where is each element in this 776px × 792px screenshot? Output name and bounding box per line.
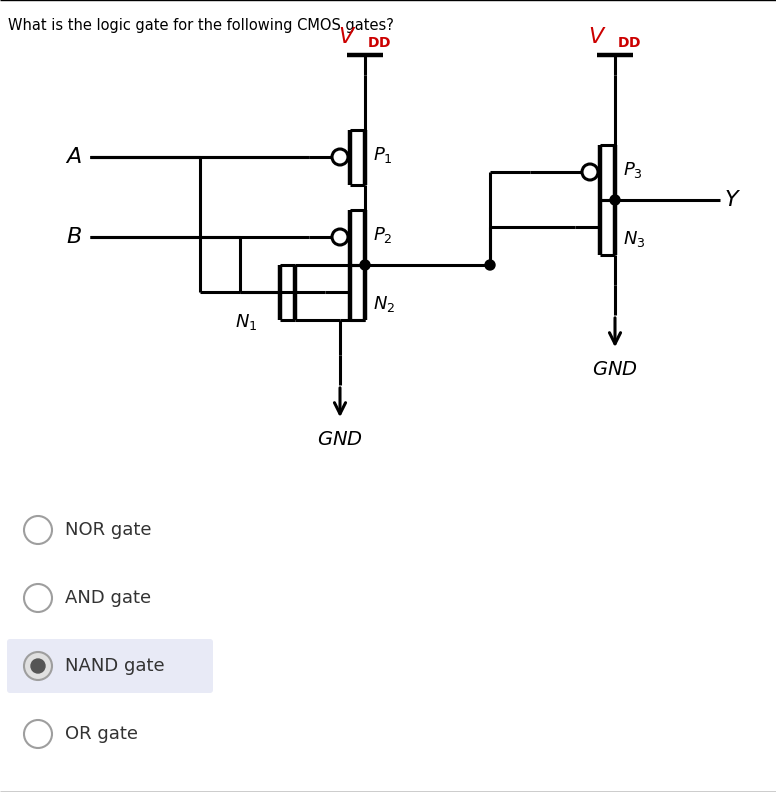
Text: $\mathbf{\it{P_3}}$: $\mathbf{\it{P_3}}$ xyxy=(623,160,643,180)
Text: $\mathbf{\it{N_2}}$: $\mathbf{\it{N_2}}$ xyxy=(373,294,395,314)
Circle shape xyxy=(485,260,495,270)
Text: $\mathbf{\it{Y}}$: $\mathbf{\it{Y}}$ xyxy=(724,190,741,210)
Text: $\mathbf{\it{B}}$: $\mathbf{\it{B}}$ xyxy=(66,227,82,247)
Text: $\mathbf{\it{N_3}}$: $\mathbf{\it{N_3}}$ xyxy=(623,229,646,249)
Text: OR gate: OR gate xyxy=(65,725,138,743)
Text: AND gate: AND gate xyxy=(65,589,151,607)
Text: $\mathbf{\it{A}}$: $\mathbf{\it{A}}$ xyxy=(65,147,82,167)
FancyBboxPatch shape xyxy=(7,639,213,693)
Circle shape xyxy=(360,260,370,270)
Text: $\mathbf{\it{P_1}}$: $\mathbf{\it{P_1}}$ xyxy=(373,145,393,165)
Circle shape xyxy=(332,229,348,245)
Text: $\mathbf{\it{N_1}}$: $\mathbf{\it{N_1}}$ xyxy=(235,312,258,332)
Text: NAND gate: NAND gate xyxy=(65,657,165,675)
Text: $\mathbf{DD}$: $\mathbf{DD}$ xyxy=(617,36,641,50)
Circle shape xyxy=(582,164,598,180)
Circle shape xyxy=(610,195,620,205)
Text: $\mathbf{\it{GND}}$: $\mathbf{\it{GND}}$ xyxy=(592,360,638,379)
Circle shape xyxy=(24,720,52,748)
Text: $\mathbf{\it{V}}$: $\mathbf{\it{V}}$ xyxy=(588,27,607,47)
Circle shape xyxy=(31,659,45,673)
Circle shape xyxy=(332,149,348,165)
Text: $\mathbf{\it{GND}}$: $\mathbf{\it{GND}}$ xyxy=(317,430,363,449)
Text: $\mathbf{\it{P_2}}$: $\mathbf{\it{P_2}}$ xyxy=(373,225,393,245)
Circle shape xyxy=(24,652,52,680)
Text: NOR gate: NOR gate xyxy=(65,521,151,539)
Text: $\mathbf{DD}$: $\mathbf{DD}$ xyxy=(367,36,391,50)
Circle shape xyxy=(24,584,52,612)
Text: What is the logic gate for the following CMOS gates?: What is the logic gate for the following… xyxy=(8,18,394,33)
Circle shape xyxy=(24,516,52,544)
Text: $\mathbf{\it{V}}$: $\mathbf{\it{V}}$ xyxy=(338,27,357,47)
